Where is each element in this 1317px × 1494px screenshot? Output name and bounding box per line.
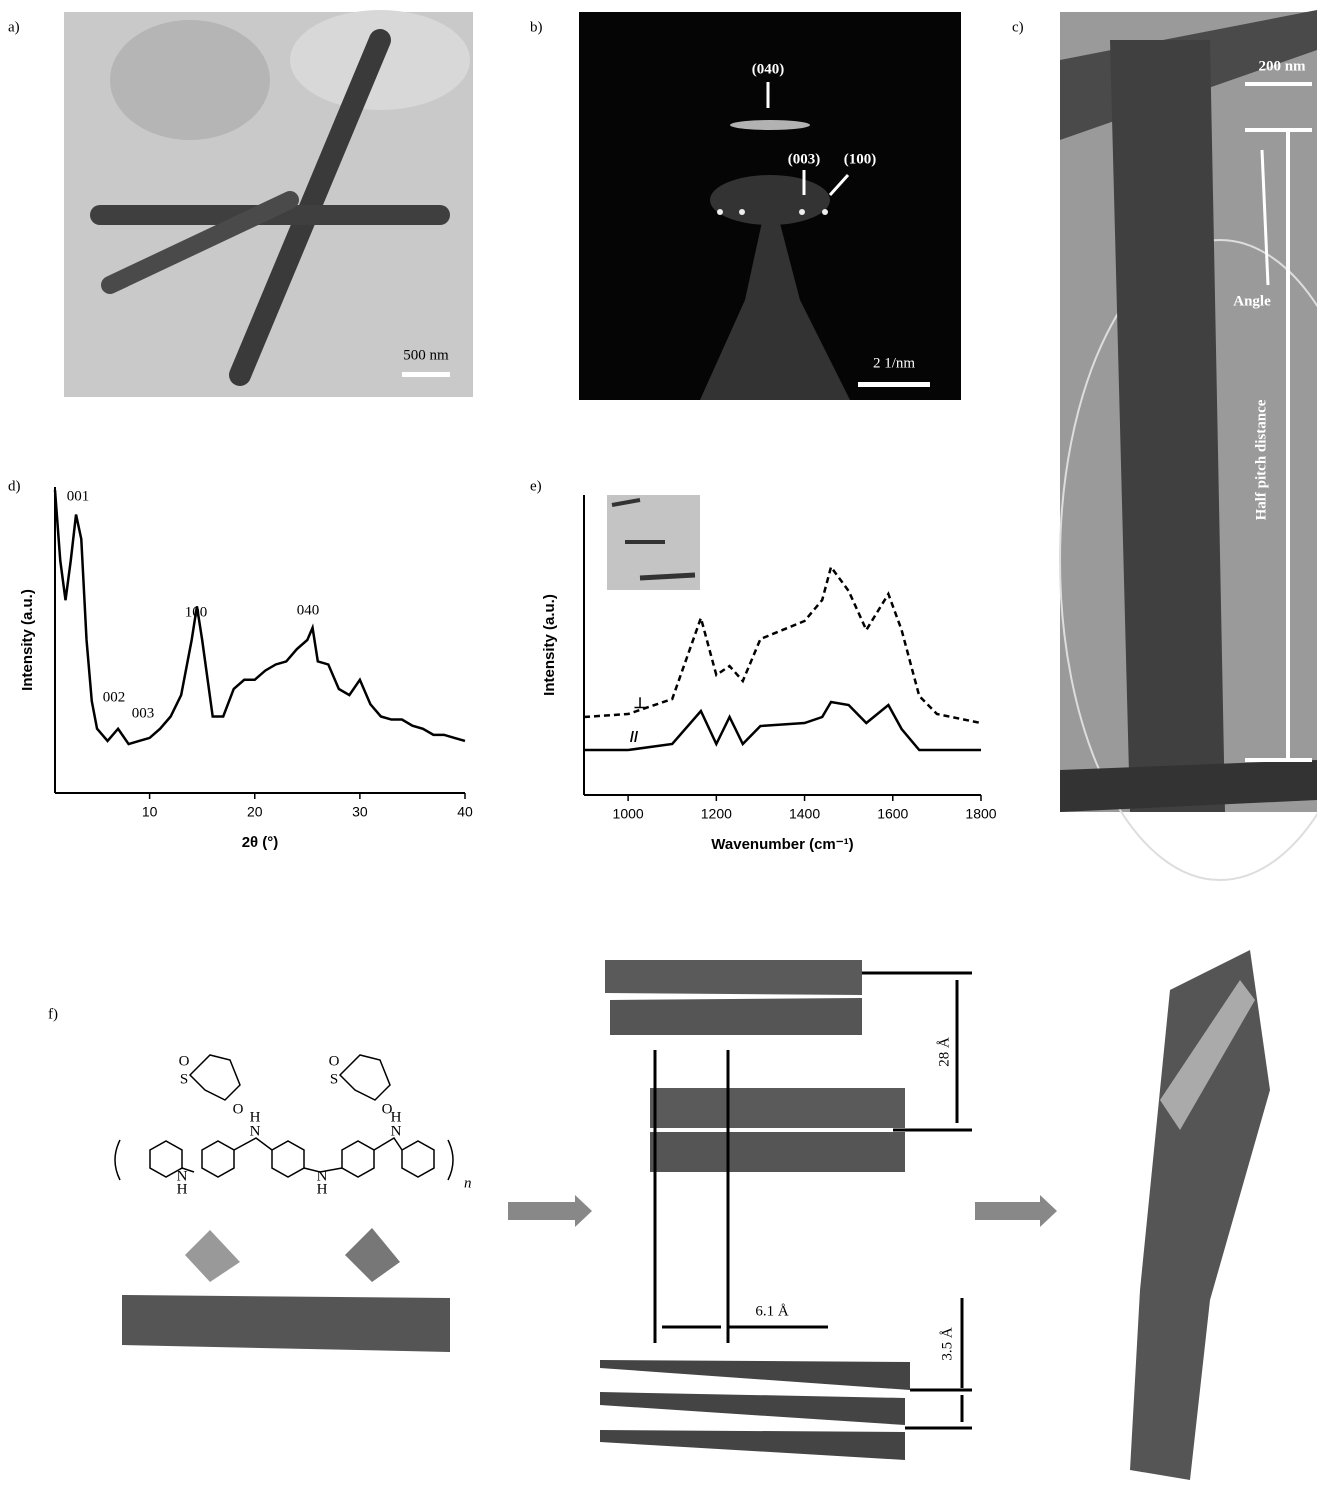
annotation: (040) [752, 61, 785, 77]
panel-label: d) [8, 478, 21, 494]
panel-label: e) [530, 478, 542, 494]
x-tick-label: 20 [247, 804, 263, 820]
tem-image-a: 500 nm [64, 10, 473, 397]
dimension-label: 3.5 Å [939, 1327, 955, 1361]
x-tick-label: 1200 [701, 806, 732, 822]
tem-image-c: 200 nm Angle Half pitch distance [1060, 10, 1317, 880]
atom-label: O [233, 1101, 244, 1117]
atom-label: H [317, 1181, 328, 1197]
peak-label: 100 [185, 604, 208, 620]
legend-label: // [630, 729, 639, 746]
panel-label: c) [1012, 19, 1024, 35]
atom-label: S [330, 1071, 338, 1087]
panel-label: f) [48, 1006, 58, 1022]
figure: 500 nm a) (040) (003) (100) 2 1/nm b) 20… [0, 0, 1317, 1494]
annotation: (003) [788, 151, 821, 167]
x-tick-label: 1400 [789, 806, 820, 822]
scale-bar-label: 500 nm [403, 347, 449, 363]
peak-label: 040 [297, 602, 320, 618]
peak-label: 002 [103, 689, 126, 705]
dimension-label: 28 Å [936, 1037, 952, 1067]
atom-label: O [179, 1053, 190, 1069]
panel-label: b) [530, 19, 543, 35]
x-tick-label: 1800 [965, 806, 996, 822]
diffraction-image: (040) (003) (100) 2 1/nm [579, 12, 961, 400]
scale-bar-label: 2 1/nm [873, 355, 915, 371]
page: 500 nm a) (040) (003) (100) 2 1/nm b) 20… [0, 0, 1317, 1494]
peak-label: 001 [67, 488, 90, 504]
y-axis-label: Intensity (a.u.) [541, 594, 558, 696]
x-tick-label: 40 [457, 804, 473, 820]
dimension-label: 6.1 Å [755, 1303, 789, 1319]
x-tick-label: 1600 [877, 806, 908, 822]
legend-label: ⊥ [633, 695, 646, 712]
y-axis-label: Intensity (a.u.) [19, 589, 36, 691]
atom-label: N [391, 1123, 402, 1139]
x-tick-label: 10 [142, 804, 158, 820]
atom-label: S [180, 1071, 188, 1087]
x-tick-label: 1000 [613, 806, 644, 822]
atom-label: O [329, 1053, 340, 1069]
inset-image [607, 495, 700, 590]
x-axis-label: Wavenumber (cm⁻¹) [711, 836, 853, 853]
atom-label: N [177, 1168, 188, 1184]
panel-label: a) [8, 19, 20, 35]
chemical-structure [115, 1055, 453, 1180]
annotation: Half pitch distance [1253, 399, 1269, 520]
peak-label: 003 [132, 705, 155, 721]
pattern-line [55, 490, 465, 744]
annotation: Angle [1233, 293, 1271, 309]
atom-label: N [250, 1123, 261, 1139]
scale-bar-label: 200 nm [1258, 58, 1306, 74]
atom-label: H [391, 1109, 402, 1125]
molecular-model: 28 Å 6.1 Å 3.5 Å [122, 950, 1270, 1480]
x-tick-label: 30 [352, 804, 368, 820]
x-axis-label: 2θ (°) [242, 834, 279, 851]
annotation: (100) [844, 151, 877, 167]
atom-label: n [464, 1175, 472, 1191]
